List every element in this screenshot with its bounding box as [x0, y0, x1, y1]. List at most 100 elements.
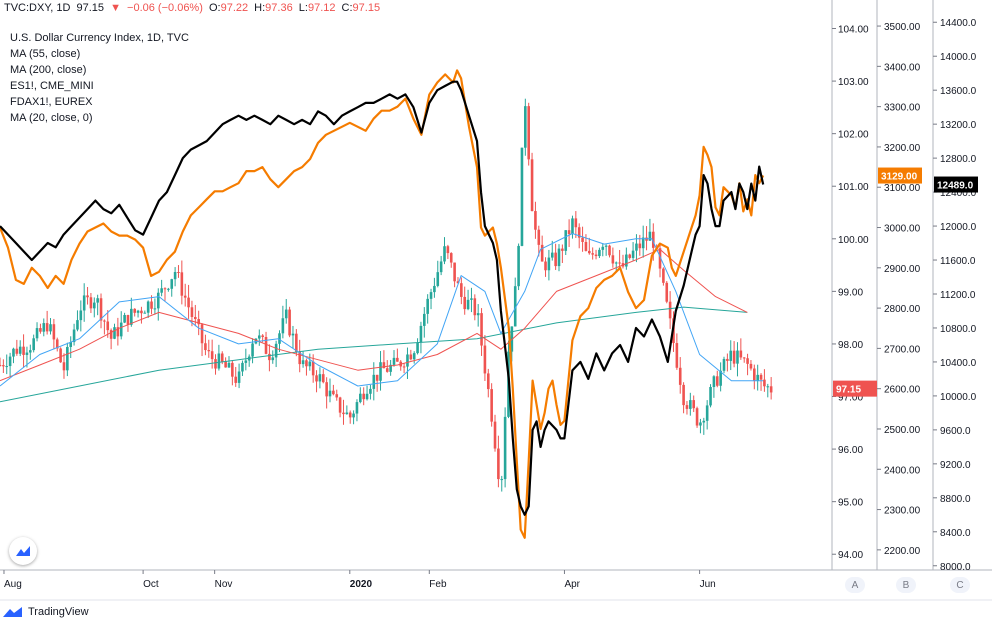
- candle-body: [210, 351, 214, 360]
- tick-label-a: 98.00: [838, 340, 863, 351]
- candle-body: [22, 346, 25, 355]
- legend-item-es[interactable]: ES1!, CME_MINI: [10, 80, 94, 92]
- candle-body: [338, 397, 342, 413]
- candle-body: [604, 245, 608, 247]
- candle-body: [321, 374, 325, 383]
- es-line: [0, 69, 765, 539]
- tradingview-logo-icon: [3, 607, 22, 617]
- candle-body: [335, 394, 339, 398]
- candle-body: [746, 358, 749, 364]
- candle-body: [160, 288, 163, 293]
- candle-body: [264, 336, 268, 354]
- legend-item-dxy[interactable]: U.S. Dollar Currency Index, 1D, TVC: [10, 32, 189, 44]
- candle-body: [5, 366, 9, 368]
- candle-body: [52, 324, 56, 340]
- candle-body: [62, 362, 66, 371]
- candle-body: [76, 320, 79, 330]
- candle-body: [130, 308, 133, 325]
- candle-body: [534, 211, 537, 230]
- low-label: L:: [298, 2, 308, 14]
- candle-body: [665, 282, 669, 302]
- candle-body: [32, 338, 35, 351]
- candle-body: [557, 248, 561, 267]
- candle-body: [453, 262, 456, 282]
- candle-body: [150, 301, 153, 309]
- open-value: 97.22: [220, 2, 249, 14]
- symbol-label[interactable]: TVC:DXY, 1D: [4, 2, 71, 14]
- candle-body: [641, 237, 645, 249]
- candle-body: [177, 272, 180, 274]
- candle-body: [635, 243, 638, 251]
- candle-body: [443, 246, 446, 262]
- candle-body: [136, 310, 140, 313]
- candle-body: [66, 346, 69, 371]
- candle-body: [217, 353, 221, 369]
- candle-body: [72, 329, 76, 343]
- legend-item-ma55[interactable]: MA (55, close): [10, 48, 81, 60]
- time-tick-label: Aug: [4, 579, 22, 590]
- time-tick-label: 2020: [350, 579, 373, 590]
- candle-body: [662, 268, 665, 283]
- tick-label-c: 9200.0: [940, 460, 971, 471]
- candle-body: [571, 218, 574, 235]
- candle-body: [146, 301, 150, 313]
- candle-body: [524, 106, 527, 148]
- low-value: 97.12: [307, 2, 336, 14]
- tradingview-logo-button[interactable]: [9, 537, 37, 565]
- candle-body: [342, 412, 345, 415]
- scale-button-c[interactable]: C: [950, 577, 970, 593]
- tick-label-a: 101.00: [838, 182, 869, 193]
- candle-body: [561, 248, 564, 251]
- candle-body: [231, 362, 234, 377]
- candle-body: [473, 298, 477, 316]
- legend-item-fdax[interactable]: FDAX1!, EUREX: [10, 96, 93, 108]
- candle-body: [423, 313, 426, 326]
- candle-body: [692, 400, 695, 409]
- candle-body: [689, 400, 692, 409]
- candle-body: [278, 333, 281, 344]
- candle-body: [460, 283, 463, 297]
- candle-body: [284, 309, 288, 319]
- tradingview-footer: TradingView: [2, 606, 89, 618]
- candle-body: [396, 357, 399, 362]
- candle-body: [25, 352, 29, 355]
- candle-body: [638, 243, 642, 249]
- candle-body: [614, 262, 618, 264]
- candle-body: [29, 350, 32, 353]
- tick-label-b: 3300.00: [884, 103, 921, 114]
- legend-item-ma200[interactable]: MA (200, close): [10, 64, 87, 76]
- scale-button-a[interactable]: A: [845, 577, 865, 593]
- candle-body: [564, 230, 568, 251]
- candle-body: [163, 288, 167, 290]
- candle-body: [537, 229, 541, 245]
- candle-body: [352, 413, 355, 418]
- tick-label-c: 8000.0: [940, 562, 971, 573]
- tick-label-b: 3000.00: [884, 224, 921, 235]
- candle-body: [520, 147, 524, 246]
- candle-body: [742, 357, 746, 359]
- candle-body: [715, 376, 719, 386]
- time-tick-label: Oct: [143, 579, 159, 590]
- candle-body: [12, 348, 15, 357]
- tick-label-b: 2400.00: [884, 465, 921, 476]
- candle-body: [194, 316, 197, 320]
- candle-body: [456, 281, 460, 284]
- candle-body: [463, 296, 467, 310]
- tick-label-a: 94.00: [838, 550, 863, 561]
- candle-body: [153, 308, 157, 310]
- candle-body: [712, 376, 716, 387]
- tradingview-brand[interactable]: TradingView: [28, 606, 89, 618]
- candle-body: [436, 272, 440, 286]
- candle-body: [527, 106, 530, 160]
- scale-button-b[interactable]: B: [896, 577, 916, 593]
- tick-label-c: 10800.0: [940, 324, 977, 335]
- legend-item-ma20[interactable]: MA (20, close, 0): [10, 112, 93, 124]
- candle-body: [109, 330, 113, 339]
- candle-body: [301, 360, 305, 365]
- candle-body: [685, 405, 689, 409]
- candle-body: [355, 402, 359, 414]
- candle-body: [588, 250, 591, 254]
- candle-body: [497, 448, 500, 480]
- candle-body: [385, 368, 389, 372]
